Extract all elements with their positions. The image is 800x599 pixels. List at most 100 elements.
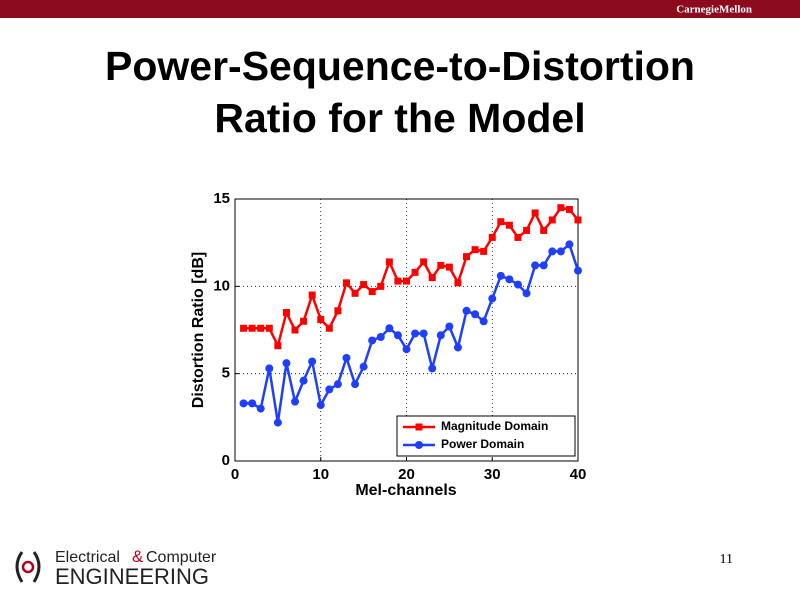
x-tick-label: 30 [484,466,501,483]
marker [265,324,273,332]
marker [496,271,505,280]
series-line [243,206,579,350]
marker [557,204,565,212]
marker [265,364,274,373]
marker [377,282,385,290]
y-axis-label: Distortion Ratio [dB] [190,252,207,408]
marker [239,399,248,408]
marker [411,329,420,338]
marker [445,263,453,271]
marker [574,216,582,224]
logo-text: & [132,547,144,566]
marker [436,331,445,340]
marker [479,317,488,326]
marker [497,218,505,226]
legend-box [396,415,576,457]
marker [385,324,394,333]
legend-label: Magnitude Domain [441,419,548,433]
marker [565,240,574,249]
x-tick-label: 10 [312,466,329,483]
marker [308,357,317,366]
marker [513,280,522,289]
marker [282,309,290,317]
marker [342,279,350,287]
marker [248,399,257,408]
marker [273,418,282,427]
marker [420,258,428,266]
page-number: 11 [720,552,733,567]
slide-title: Ratio for the Model [214,95,585,141]
marker [428,274,436,282]
y-tick-label: 5 [222,365,230,382]
marker [463,253,471,261]
marker [505,275,514,284]
legend: Magnitude Domain Power Domain [396,415,576,457]
marker [471,246,479,254]
marker [299,376,308,385]
marker [257,324,265,332]
legend-marker [415,423,423,431]
marker [556,247,565,256]
marker [402,345,411,354]
x-tick-label: 40 [570,466,587,483]
legend-label: Power Domain [441,437,524,451]
marker [419,329,428,338]
logo-icon [21,560,35,574]
marker [248,324,256,332]
marker [360,281,368,289]
marker [480,247,488,255]
logo-text: ENGINEERING [55,564,209,589]
slide-title: Power-Sequence-to-Distortion [105,43,695,89]
marker [539,261,548,270]
logo-text: Computer [146,549,217,566]
marker [316,401,325,410]
marker [274,342,282,350]
marker [333,380,342,389]
marker [531,261,540,270]
logo-icon [15,551,41,583]
marker [359,362,368,371]
marker [428,364,437,373]
marker [437,261,445,269]
marker [393,331,402,340]
marker [574,266,582,275]
marker [471,310,480,319]
marker [376,332,385,341]
x-tick-label: 0 [231,466,239,483]
series-line [243,242,580,423]
marker [325,385,334,394]
marker [256,404,265,413]
marker [531,209,539,217]
logo-text: Electrical [55,549,120,566]
marker [368,336,377,345]
marker [523,226,531,234]
marker [300,317,308,325]
marker [385,258,393,266]
x-tick-label: 20 [398,466,415,483]
marker [514,233,522,241]
marker [342,353,351,362]
marker [240,324,248,332]
y-tick-label: 10 [213,277,230,294]
brand: CarnegieMellon [676,4,752,16]
marker [445,322,454,331]
y-tick-label: 0 [222,452,230,469]
marker [488,233,496,241]
legend-marker [415,441,423,449]
marker [282,359,291,368]
marker [317,316,325,324]
marker [291,397,300,406]
marker [325,324,333,332]
marker [291,326,299,334]
y-tick-label: 15 [213,190,230,207]
x-axis-label: Mel-channels [355,482,456,499]
plot-frame [234,198,579,462]
marker [411,268,419,276]
marker [505,221,513,229]
marker [308,291,316,299]
marker [368,288,376,296]
marker [540,226,548,234]
marker [462,306,471,315]
